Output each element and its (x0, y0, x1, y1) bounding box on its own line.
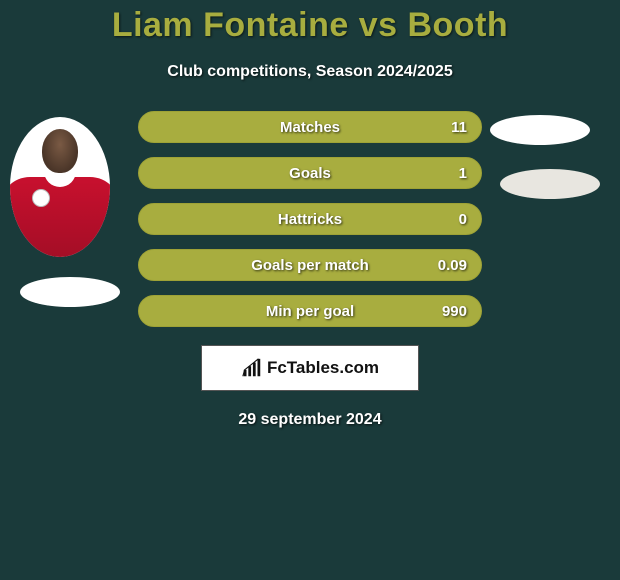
stat-value: 990 (442, 303, 467, 320)
stat-label: Goals per match (251, 257, 369, 274)
stat-value: 0 (459, 211, 467, 228)
source-logo-text: FcTables.com (267, 358, 379, 378)
player-left-blank-stat (20, 277, 120, 307)
stat-bar-goals: Goals 1 (138, 157, 482, 189)
stat-value: 11 (451, 119, 467, 136)
comparison-title: Liam Fontaine vs Booth (0, 0, 620, 45)
stat-bar-hattricks: Hattricks 0 (138, 203, 482, 235)
stat-label: Hattricks (278, 211, 342, 228)
player-badge (32, 189, 50, 207)
source-logo: FcTables.com (201, 345, 419, 391)
stat-label: Min per goal (266, 303, 354, 320)
stat-bar-matches: Matches 11 (138, 111, 482, 143)
player-shirt (10, 177, 110, 257)
stat-bar-goals-per-match: Goals per match 0.09 (138, 249, 482, 281)
stat-label: Matches (280, 119, 340, 136)
stat-value: 0.09 (438, 257, 467, 274)
player-left-avatar (10, 117, 110, 257)
comparison-date: 29 september 2024 (0, 411, 620, 429)
stat-bars: Matches 11 Goals 1 Hattricks 0 Goals per… (138, 111, 482, 341)
player-right-blank-stat (500, 169, 600, 199)
player-head (42, 129, 78, 173)
stat-bar-min-per-goal: Min per goal 990 (138, 295, 482, 327)
stat-value: 1 (459, 165, 467, 182)
player-right-avatar-placeholder (490, 115, 590, 145)
stat-label: Goals (289, 165, 331, 182)
comparison-subtitle: Club competitions, Season 2024/2025 (0, 63, 620, 81)
bar-chart-icon (241, 357, 263, 379)
